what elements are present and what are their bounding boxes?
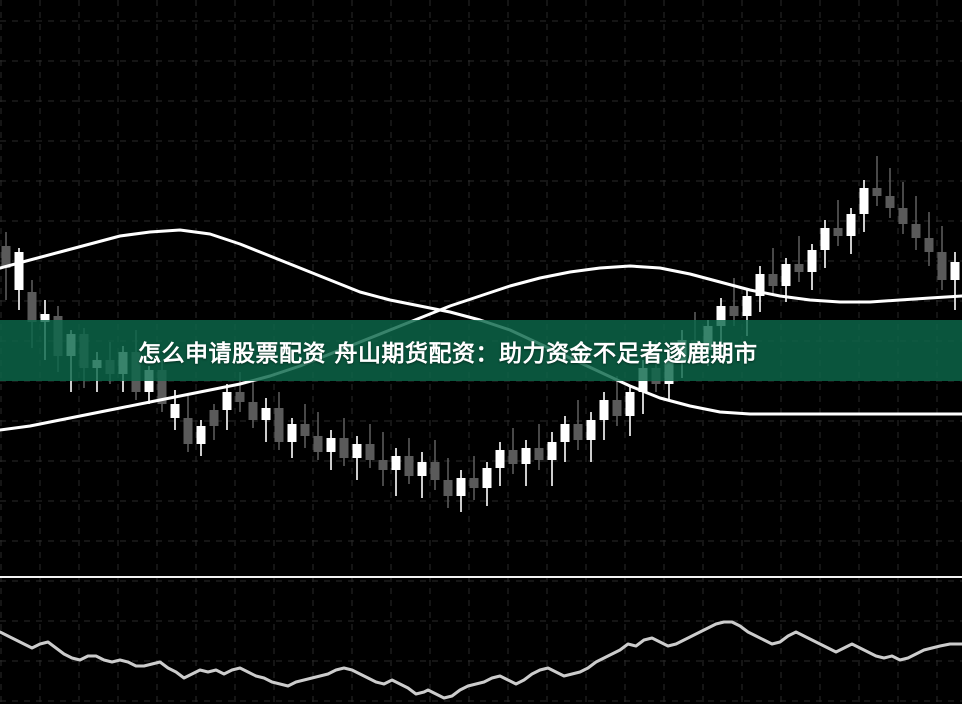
candlestick-svg <box>0 156 962 512</box>
banner-title: 怎么申请股票配资 舟山期货配资：助力资金不足者逐鹿期市 <box>138 340 758 367</box>
panel-separator <box>0 576 962 578</box>
indicator-line-svg <box>0 620 962 700</box>
price-panel <box>0 156 962 512</box>
indicator-panel <box>0 578 962 704</box>
headline-banner: 怎么申请股票配资 舟山期货配资：助力资金不足者逐鹿期市 <box>0 320 962 381</box>
